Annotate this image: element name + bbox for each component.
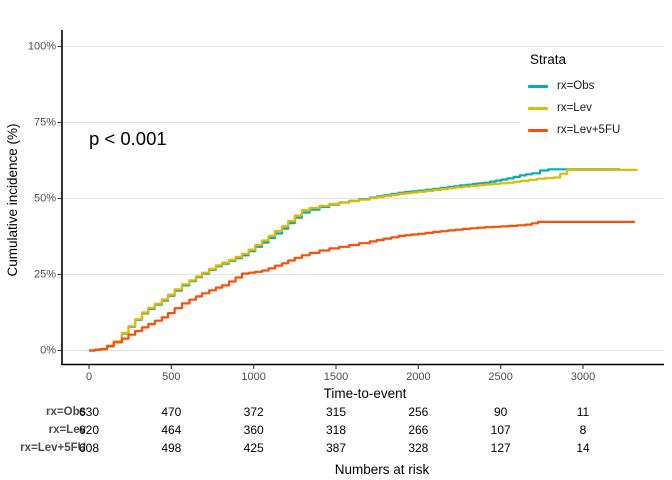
legend-item-label: rx=Obs	[557, 80, 595, 92]
legend-key-line	[528, 129, 548, 133]
risk-table-count: 256	[408, 405, 429, 419]
risk-table-count: 315	[325, 405, 347, 419]
curve-rx-obs	[89, 168, 620, 352]
curve-rx-lev-5fu	[89, 220, 635, 352]
risk-table-count: 470	[161, 405, 182, 419]
risk-table-count: 425	[243, 441, 264, 455]
x-tick-label: 2000	[406, 371, 431, 383]
risk-table-count: 328	[408, 441, 429, 455]
legend-key-line	[528, 85, 548, 89]
x-tick-label: 0	[85, 371, 93, 383]
risk-table-count: 360	[243, 423, 264, 437]
risk-table-row-label: rx=Lev	[48, 424, 86, 436]
x-axis-title: Time-to-event	[323, 386, 407, 401]
risk-table-count: 498	[161, 441, 182, 455]
y-tick-label: 0%	[40, 344, 56, 356]
risk-table-count: 266	[408, 423, 429, 437]
risk-table-row-label: rx=Lev+5FU	[20, 442, 86, 454]
legend-key-line	[528, 107, 548, 111]
risk-table-count: 90	[493, 405, 508, 419]
risk-table-count: 127	[490, 441, 511, 455]
curve-rx-lev	[89, 168, 638, 352]
x-tick-label: 1500	[323, 371, 349, 383]
legend-title: Strata	[530, 52, 567, 67]
y-tick-label: 75%	[33, 116, 56, 128]
legend: Strata rx=Obs rx=Lev rx=Lev+5FU	[520, 48, 672, 142]
risk-table-count: 630	[78, 405, 100, 419]
axis-tick-marks	[57, 45, 584, 369]
risk-table-count: 107	[490, 423, 511, 437]
risk-table-count: 318	[325, 423, 347, 437]
risk-table-count: 464	[161, 423, 182, 437]
risk-table-row-label: rx=Obs	[46, 406, 86, 418]
risk-table-count: 608	[78, 441, 100, 455]
y-tick-label: 100%	[27, 40, 56, 52]
p-value-annotation: p < 0.001	[89, 128, 167, 149]
x-tick-label: 500	[162, 371, 181, 383]
x-tick-label: 1000	[241, 371, 266, 383]
legend-item-label: rx=Lev	[557, 102, 592, 114]
risk-table-count: 11	[576, 405, 590, 419]
risk-table-count: 372	[243, 405, 264, 419]
risk-table-count: 387	[325, 441, 347, 455]
risk-table-count: 8	[579, 423, 587, 437]
x-tick-label: 2500	[488, 371, 513, 383]
risk-table-count: 14	[576, 441, 590, 455]
risk-table-count: 620	[78, 423, 100, 437]
y-tick-label: 25%	[33, 268, 56, 280]
legend-item-label: rx=Lev+5FU	[557, 124, 621, 136]
y-tick-label: 50%	[33, 192, 56, 204]
x-tick-label: 3000	[570, 371, 596, 383]
risk-table-title: Numbers at risk	[334, 462, 430, 477]
